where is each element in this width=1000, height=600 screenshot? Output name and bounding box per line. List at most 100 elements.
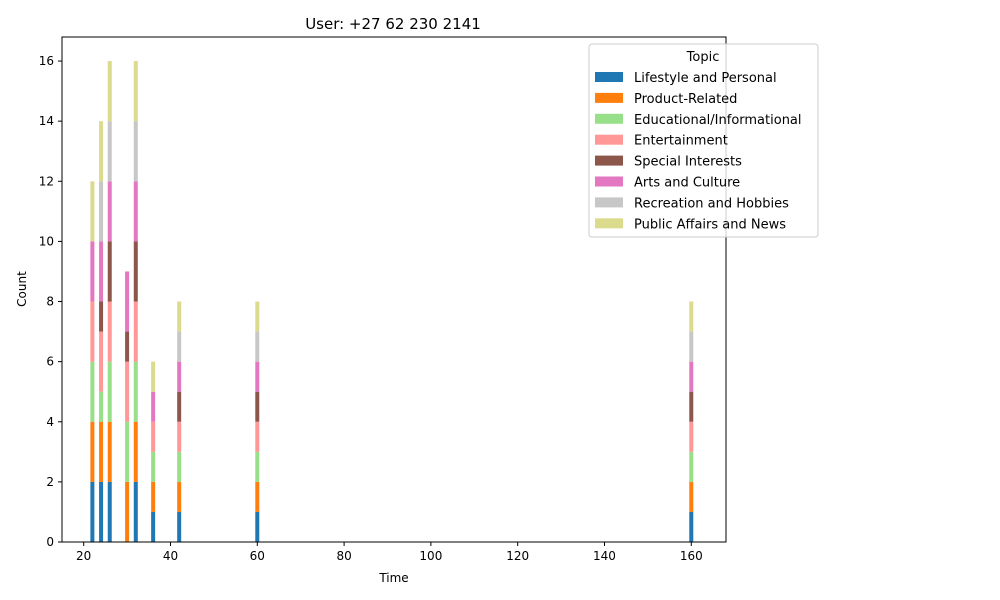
x-tick-label-40: 40 [163,549,178,563]
bar-segment-x32-s3 [133,301,138,362]
legend-label-5: Arts and Culture [634,176,740,191]
x-tick-label-60: 60 [250,549,265,563]
bar-segment-x32-s7 [133,61,138,122]
y-axis-title: Count [15,271,29,307]
legend-label-3: Entertainment [634,134,728,149]
bar-segment-x26-s0 [107,481,112,542]
bar-segment-x42-s5 [177,361,182,392]
legend-swatch-3 [595,134,623,145]
bar-segment-x60-s1 [255,481,260,512]
y-tick-label-12: 12 [39,174,54,188]
y-tick-label-10: 10 [39,234,54,248]
bar-segment-x32-s6 [133,121,138,182]
bar-segment-x22-s2 [90,361,95,422]
bar-segment-x22-s5 [90,241,95,302]
bar-segment-x24-s2 [99,391,104,422]
x-tick-label-140: 140 [593,549,616,563]
x-tick-label-20: 20 [76,549,91,563]
bar-segment-x60-s6 [255,331,260,362]
legend-swatch-1 [595,92,623,103]
legend: Topic Lifestyle and Personal Product-Rela… [588,43,819,238]
bar-segment-x30-s2 [125,421,130,482]
legend-swatch-5 [595,176,623,187]
bar-segment-x24-s1 [99,421,104,482]
chart-title: User: +27 62 230 2141 [305,15,481,33]
bar-segment-x32-s2 [133,361,138,422]
legend-label-6: Recreation and Hobbies [634,196,789,211]
bar-segment-x22-s7 [90,181,95,242]
bar-segment-x24-s6 [99,181,104,242]
bar-segment-x160-s5 [689,361,694,392]
legend-swatch-6 [595,197,623,208]
legend-swatch-7 [595,218,623,229]
bar-segment-x36-s3 [151,421,156,452]
x-axis-title: Time [378,571,408,585]
bar-segment-x22-s0 [90,481,95,542]
bar-segment-x42-s2 [177,451,182,482]
bar-segment-x32-s5 [133,181,138,242]
x-tick-label-100: 100 [419,549,442,563]
y-axis: 0 2 4 6 8 10 12 14 16 [39,54,62,549]
bar-segment-x42-s0 [177,511,182,542]
bar-segment-x160-s2 [689,451,694,482]
legend-swatch-4 [595,155,623,166]
y-tick-label-14: 14 [39,114,54,128]
bar-segment-x60-s7 [255,301,260,332]
bar-segment-x24-s0 [99,481,104,542]
bar-segment-x160-s3 [689,421,694,452]
bar-segment-x36-s7 [151,361,156,392]
bar-segment-x24-s3 [99,331,104,392]
bar-segment-x26-s3 [107,301,112,362]
bar-segment-x160-s7 [689,301,694,332]
bar-segment-x36-s1 [151,481,156,512]
bar-segment-x60-s4 [255,391,260,422]
bar-segment-x26-s1 [107,421,112,482]
y-tick-label-4: 4 [46,415,54,429]
bar-segment-x160-s4 [689,391,694,422]
bar-segment-x26-s4 [107,241,112,302]
legend-swatch-0 [595,72,623,82]
bar-segment-x24-s7 [99,121,104,182]
bar-segment-x26-s7 [107,61,112,122]
bar-segment-x42-s1 [177,481,182,512]
bars-layer [90,61,694,542]
bar-segment-x42-s3 [177,421,182,452]
y-tick-label-0: 0 [46,535,54,549]
x-axis: 20 40 60 80 100 120 140 160 [76,542,703,563]
bar-segment-x22-s1 [90,421,95,482]
bar-segment-x42-s7 [177,301,182,332]
bar-segment-x26-s2 [107,361,112,422]
bar-segment-x42-s6 [177,331,182,362]
bar-segment-x60-s2 [255,451,260,482]
legend-items: Lifestyle and Personal Product-Related Edu… [595,71,802,232]
bar-segment-x36-s0 [151,511,156,542]
y-tick-label-16: 16 [39,54,54,68]
y-tick-label-8: 8 [46,295,54,309]
x-tick-label-160: 160 [680,549,703,563]
bar-segment-x30-s1 [125,481,130,542]
bar-segment-x24-s4 [99,301,104,332]
legend-frame [588,43,819,238]
bar-segment-x24-s5 [99,241,104,302]
legend-label-2: Educational/Informational [634,113,802,128]
legend-label-1: Product-Related [634,92,737,107]
bar-segment-x26-s5 [107,181,112,242]
bar-segment-x26-s6 [107,121,112,182]
legend-title: Topic [686,50,720,65]
bar-segment-x60-s5 [255,361,260,392]
legend-swatch-2 [595,113,623,124]
legend-label-0: Lifestyle and Personal [634,71,777,86]
bar-segment-x160-s6 [689,331,694,362]
legend-label-7: Public Affairs and News [634,217,786,232]
bar-segment-x60-s3 [255,421,260,452]
x-tick-label-120: 120 [506,549,529,563]
bar-segment-x36-s2 [151,451,156,482]
y-tick-label-6: 6 [46,355,54,369]
bar-segment-x22-s3 [90,301,95,362]
bar-segment-x32-s0 [133,481,138,542]
bar-segment-x60-s0 [255,511,260,542]
legend-label-4: Special Interests [634,155,742,170]
